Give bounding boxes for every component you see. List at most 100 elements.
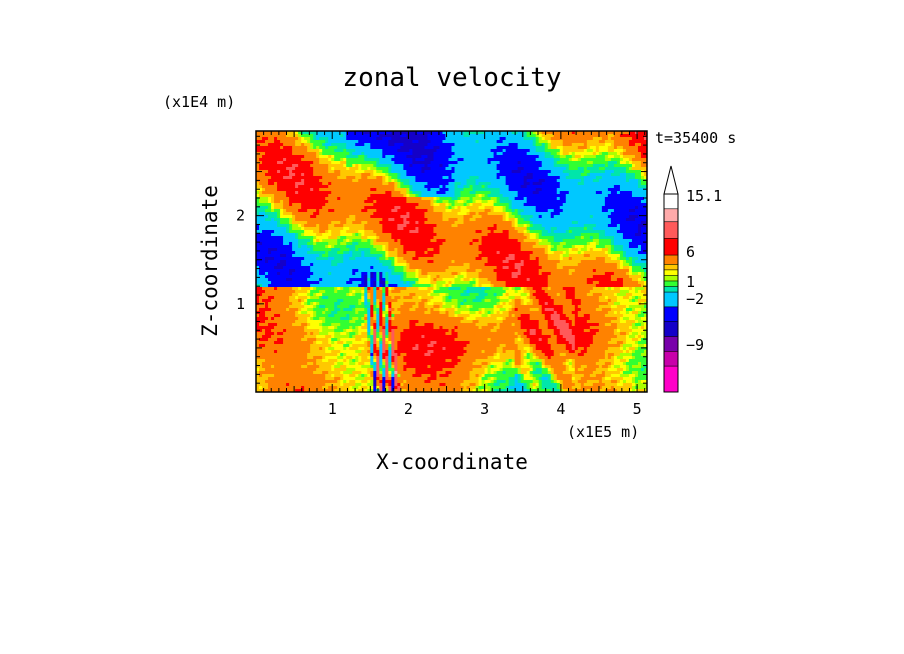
field-cell	[496, 134, 501, 138]
field-cell	[625, 134, 630, 138]
field-cell	[580, 215, 585, 219]
field-cell	[421, 221, 426, 225]
field-cell	[481, 146, 486, 150]
field-cell	[559, 155, 564, 159]
field-cell	[595, 227, 600, 231]
field-cell	[409, 170, 413, 174]
field-cell	[406, 179, 410, 183]
field-cell	[619, 140, 624, 144]
field-cell	[481, 179, 486, 183]
field-cell	[622, 134, 627, 138]
field-cell	[430, 131, 435, 135]
field-cell	[463, 203, 468, 207]
field-cell	[355, 170, 359, 174]
field-cell	[424, 179, 429, 183]
field-cell	[577, 140, 582, 144]
field-cell	[334, 224, 338, 228]
field-cell	[595, 221, 600, 225]
field-cell	[583, 161, 588, 165]
field-cell	[454, 218, 459, 222]
field-cell	[427, 179, 432, 183]
field-cell	[418, 206, 423, 210]
field-cell	[517, 212, 522, 216]
field-cell	[625, 158, 630, 162]
field-cell	[364, 182, 368, 186]
field-cell	[637, 209, 642, 213]
field-cell	[595, 209, 600, 213]
field-cell	[568, 185, 573, 189]
field-cell	[544, 155, 549, 159]
field-cell	[454, 155, 459, 159]
field-cell	[421, 182, 426, 186]
field-cell	[472, 221, 477, 225]
field-cell	[400, 212, 404, 216]
field-cell	[439, 194, 444, 198]
field-cell	[388, 152, 392, 156]
field-cell	[340, 131, 344, 135]
field-cell	[562, 194, 567, 198]
field-cell	[334, 227, 338, 231]
field-cell	[283, 131, 287, 135]
field-cell	[388, 158, 392, 162]
field-cell	[310, 191, 314, 195]
field-cell	[298, 176, 302, 180]
field-cell	[544, 137, 549, 141]
field-cell	[532, 155, 537, 159]
field-cell	[502, 143, 507, 147]
field-cell	[334, 197, 338, 201]
field-cell	[355, 230, 359, 234]
field-cell	[412, 203, 417, 207]
field-cell	[559, 161, 564, 165]
field-cell	[637, 161, 642, 165]
field-cell	[601, 218, 606, 222]
field-cell	[490, 152, 495, 156]
field-cell	[442, 188, 447, 192]
field-cell	[466, 221, 471, 225]
field-cell	[433, 224, 438, 228]
field-cell	[256, 203, 260, 207]
field-cell	[556, 158, 561, 162]
field-cell	[382, 227, 386, 231]
field-cell	[280, 155, 284, 159]
field-cell	[511, 131, 516, 135]
field-cell	[628, 146, 633, 150]
field-cell	[433, 209, 438, 213]
field-cell	[505, 185, 510, 189]
field-cell	[424, 173, 429, 177]
field-cell	[355, 185, 359, 189]
field-cell	[472, 224, 477, 228]
field-cell	[550, 182, 555, 186]
field-cell	[565, 134, 570, 138]
field-cell	[286, 149, 290, 153]
field-cell	[496, 191, 501, 195]
field-cell	[580, 182, 585, 186]
field-cell	[607, 194, 612, 198]
field-cell	[484, 185, 489, 189]
field-cell	[550, 152, 555, 156]
field-cell	[310, 134, 314, 138]
field-cell	[292, 203, 296, 207]
field-cell	[382, 218, 386, 222]
field-cell	[304, 188, 308, 192]
field-cell	[589, 158, 594, 162]
field-cell	[427, 164, 432, 168]
field-cell	[442, 212, 447, 216]
field-cell	[301, 230, 305, 234]
field-cell	[415, 218, 420, 222]
field-cell	[355, 203, 359, 207]
field-cell	[340, 203, 344, 207]
field-cell	[289, 230, 293, 234]
field-cell	[478, 188, 483, 192]
field-cell	[325, 131, 329, 135]
field-cell	[262, 200, 266, 204]
field-cell	[307, 173, 311, 177]
field-cell	[280, 224, 284, 228]
field-cell	[343, 215, 347, 219]
field-cell	[292, 161, 296, 165]
field-cell	[436, 221, 441, 225]
field-cell	[364, 158, 368, 162]
field-cell	[268, 200, 272, 204]
field-cell	[472, 146, 477, 150]
field-cell	[586, 149, 591, 153]
field-cell	[268, 176, 272, 180]
